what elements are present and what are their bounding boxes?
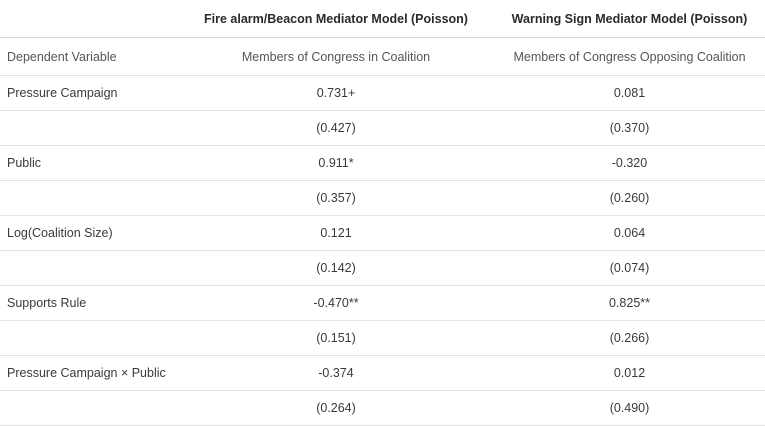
model2-value: (0.260)	[494, 180, 765, 216]
model1-value: (0.427)	[178, 110, 494, 146]
row-label: Public	[0, 145, 178, 181]
model2-value: (0.490)	[494, 390, 765, 426]
model2-value: 0.825**	[494, 285, 765, 321]
row-label: Pressure Campaign	[0, 75, 178, 111]
table-row: (0.427) (0.370)	[0, 110, 765, 146]
table-row: (0.264) (0.490)	[0, 390, 765, 426]
row-label	[0, 250, 178, 286]
table-row: Public 0.911* -0.320	[0, 145, 765, 181]
model1-value: 0.911*	[178, 145, 494, 181]
dependent-variable-row: Dependent Variable Members of Congress i…	[0, 37, 765, 76]
model1-value: (0.142)	[178, 250, 494, 286]
row-label	[0, 110, 178, 146]
model1-value: -0.374	[178, 355, 494, 391]
row-label: Supports Rule	[0, 285, 178, 321]
table-row: Pressure Campaign 0.731+ 0.081	[0, 75, 765, 111]
dependent-variable-1: Members of Congress in Coalition	[178, 37, 494, 76]
model2-value: 0.012	[494, 355, 765, 391]
model1-value: (0.151)	[178, 320, 494, 356]
model2-value: (0.370)	[494, 110, 765, 146]
table-row: Pressure Campaign × Public -0.374 0.012	[0, 355, 765, 391]
model2-value: 0.081	[494, 75, 765, 111]
table-row: Log(Coalition Size) 0.121 0.064	[0, 215, 765, 251]
model1-value: (0.264)	[178, 390, 494, 426]
model1-value: 0.121	[178, 215, 494, 251]
model2-value: -0.320	[494, 145, 765, 181]
row-label	[0, 320, 178, 356]
model1-value: 0.731+	[178, 75, 494, 111]
empty-header-cell	[0, 0, 178, 38]
row-label: Pressure Campaign × Public	[0, 355, 178, 391]
model2-value: (0.266)	[494, 320, 765, 356]
model-header-row: Fire alarm/Beacon Mediator Model (Poisso…	[0, 0, 765, 38]
row-label	[0, 180, 178, 216]
table-row: Supports Rule -0.470** 0.825**	[0, 285, 765, 321]
dependent-variable-label: Dependent Variable	[0, 37, 178, 76]
dependent-variable-2: Members of Congress Opposing Coalition	[494, 37, 765, 76]
model1-value: -0.470**	[178, 285, 494, 321]
row-label: Log(Coalition Size)	[0, 215, 178, 251]
table-row: (0.357) (0.260)	[0, 180, 765, 216]
table-row: (0.151) (0.266)	[0, 320, 765, 356]
model1-header: Fire alarm/Beacon Mediator Model (Poisso…	[178, 0, 494, 38]
model2-header: Warning Sign Mediator Model (Poisson)	[494, 0, 765, 38]
model2-value: 0.064	[494, 215, 765, 251]
model2-value: (0.074)	[494, 250, 765, 286]
model1-value: (0.357)	[178, 180, 494, 216]
table-row: (0.142) (0.074)	[0, 250, 765, 286]
row-label	[0, 390, 178, 426]
